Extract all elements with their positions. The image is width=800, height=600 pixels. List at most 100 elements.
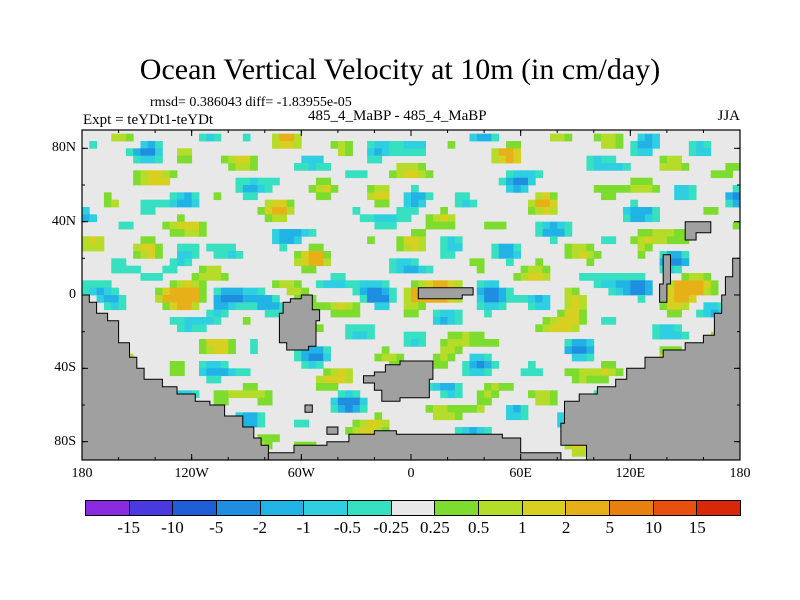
contour-cell bbox=[337, 375, 346, 384]
contour-cell bbox=[242, 368, 251, 377]
contour-cell bbox=[666, 236, 675, 245]
contour-cell bbox=[411, 199, 419, 208]
contour-cell bbox=[228, 339, 236, 347]
contour-cell bbox=[710, 280, 719, 289]
contour-cell bbox=[403, 339, 412, 347]
contour-cell bbox=[418, 243, 427, 252]
contour-cell bbox=[352, 405, 361, 413]
contour-cell bbox=[206, 265, 214, 274]
contour-cell bbox=[169, 192, 178, 201]
contour-cell bbox=[637, 287, 646, 296]
contour-cell bbox=[491, 148, 500, 157]
contour-cell bbox=[674, 295, 682, 303]
contour-cell bbox=[330, 397, 339, 406]
contour-cell bbox=[235, 251, 244, 259]
colorbar-swatch bbox=[86, 501, 130, 515]
contour-cell bbox=[696, 280, 704, 289]
contour-cell bbox=[133, 155, 141, 164]
contour-cell bbox=[220, 155, 229, 164]
contour-cell bbox=[177, 214, 185, 223]
season-label: JJA bbox=[717, 108, 740, 124]
contour-cell bbox=[608, 163, 617, 171]
contour-cell bbox=[506, 185, 514, 193]
colorbar-level-label: -5 bbox=[209, 518, 224, 537]
contour-cell bbox=[96, 243, 105, 252]
contour-cell bbox=[703, 280, 712, 289]
contour-cell bbox=[608, 368, 617, 377]
contour-cell bbox=[235, 390, 244, 399]
contour-cell bbox=[162, 265, 171, 274]
contour-cell bbox=[403, 199, 412, 208]
contour-cell bbox=[140, 243, 149, 252]
contour-cell bbox=[571, 375, 580, 384]
contour-cell bbox=[571, 346, 580, 355]
contour-cell bbox=[155, 243, 163, 252]
contour-cell bbox=[169, 199, 178, 208]
contour-cell bbox=[396, 265, 405, 274]
contour-cell bbox=[564, 229, 573, 237]
contour-cell bbox=[381, 419, 390, 428]
contour-cell bbox=[257, 419, 266, 428]
contour-cell bbox=[345, 375, 353, 384]
contour-cell bbox=[367, 148, 375, 157]
contour-cell bbox=[608, 280, 617, 289]
contour-cell bbox=[476, 331, 485, 340]
contour-cell bbox=[674, 331, 682, 340]
contour-cell bbox=[315, 280, 324, 289]
contour-cell bbox=[220, 390, 229, 399]
contour-cell bbox=[440, 317, 448, 325]
contour-cell bbox=[527, 199, 536, 208]
contour-cell bbox=[411, 163, 419, 171]
contour-cell bbox=[674, 265, 682, 274]
contour-cell bbox=[213, 390, 222, 399]
contour-cell bbox=[484, 221, 492, 230]
contour-cell bbox=[257, 185, 266, 193]
contour-cell bbox=[220, 251, 229, 259]
contour-cell bbox=[535, 265, 543, 274]
contour-cell bbox=[330, 368, 339, 377]
contour-cell bbox=[703, 148, 712, 157]
contour-cell bbox=[513, 243, 522, 252]
contour-cell bbox=[315, 185, 324, 193]
contour-cell bbox=[571, 317, 580, 325]
contour-cell bbox=[286, 141, 295, 149]
contour-cell bbox=[250, 390, 258, 399]
contour-cell bbox=[367, 287, 375, 296]
contour-cell bbox=[140, 148, 149, 157]
contour-cell bbox=[666, 155, 675, 164]
contour-cell bbox=[155, 287, 163, 296]
contour-cell bbox=[601, 163, 609, 171]
contour-cell bbox=[411, 236, 419, 245]
contour-cell bbox=[491, 339, 500, 347]
colorbar-swatch bbox=[173, 501, 218, 515]
colorbar-swatch bbox=[653, 501, 698, 515]
contour-cell bbox=[257, 412, 266, 421]
contour-cell bbox=[586, 273, 595, 281]
contour-cell bbox=[549, 207, 558, 215]
contour-cell bbox=[681, 280, 690, 289]
contour-cell bbox=[89, 141, 98, 149]
contour-cell bbox=[147, 177, 156, 186]
contour-cell bbox=[608, 361, 617, 369]
contour-cell bbox=[111, 258, 119, 267]
contour-cell bbox=[250, 295, 258, 303]
contour-cell bbox=[337, 309, 346, 318]
contour-cell bbox=[644, 141, 653, 149]
contour-cell bbox=[198, 317, 207, 325]
contour-cell bbox=[96, 295, 105, 303]
contour-cell bbox=[272, 295, 280, 303]
contour-cell bbox=[403, 163, 412, 171]
contour-cell bbox=[250, 383, 258, 391]
contour-cell bbox=[315, 346, 324, 355]
contour-cell bbox=[666, 295, 675, 303]
contour-cell bbox=[579, 243, 587, 252]
contour-cell bbox=[294, 236, 302, 245]
contour-cell bbox=[659, 155, 668, 164]
contour-cell bbox=[125, 148, 134, 157]
contour-cell bbox=[498, 295, 507, 303]
contour-cell bbox=[89, 214, 98, 223]
contour-cell bbox=[272, 177, 280, 186]
contour-cell bbox=[601, 361, 609, 369]
contour-cell bbox=[381, 185, 390, 193]
colorbar-swatch bbox=[479, 501, 523, 515]
